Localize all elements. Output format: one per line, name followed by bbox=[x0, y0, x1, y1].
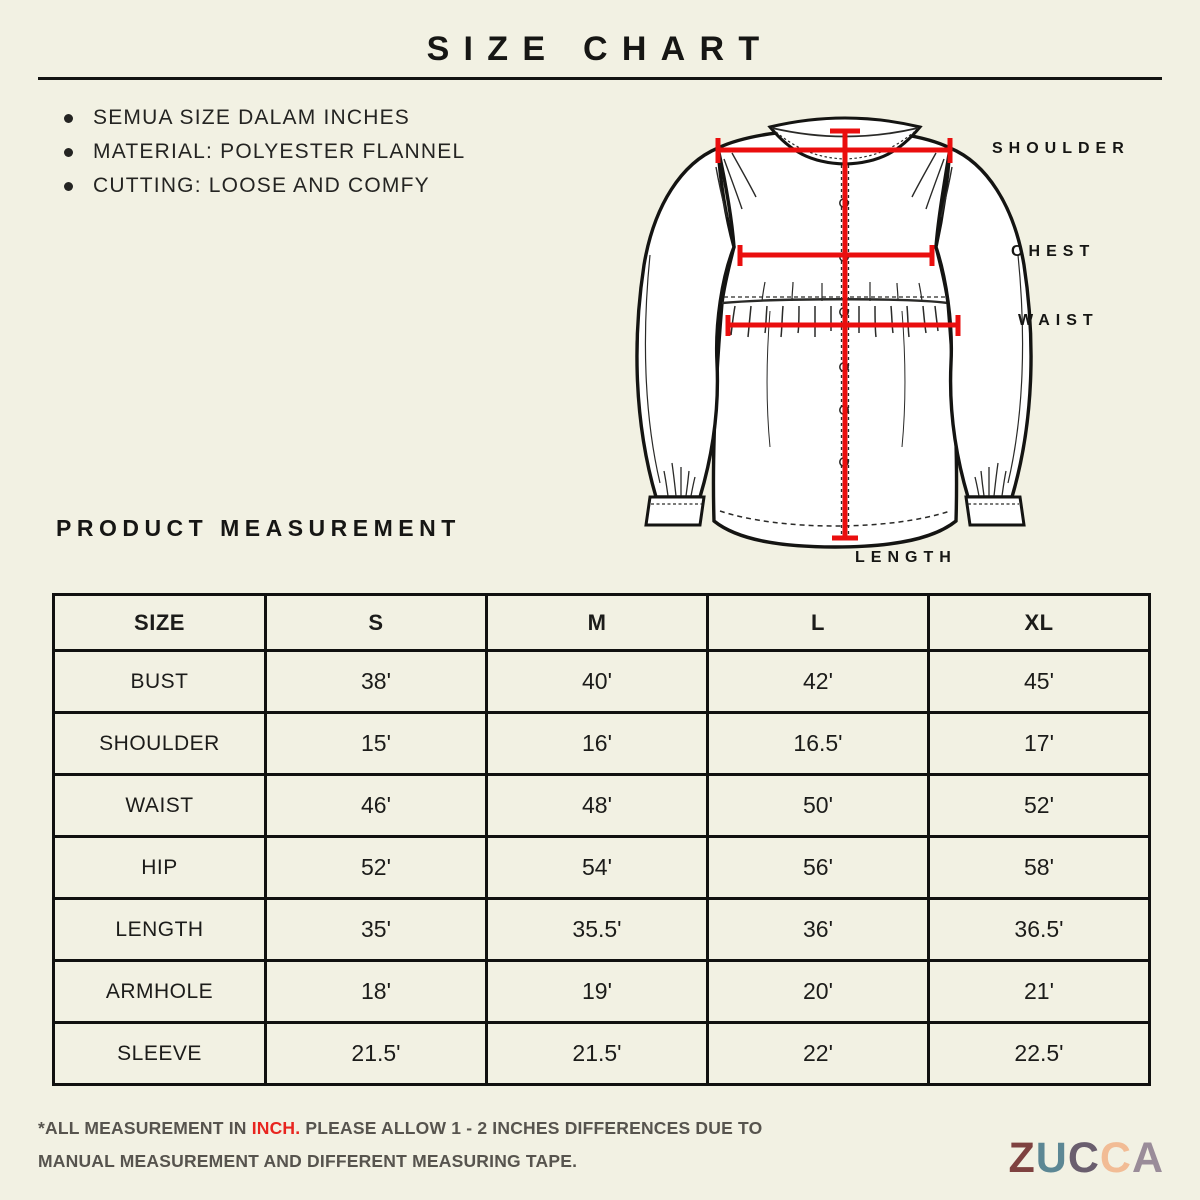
table-row: BUST 38' 40' 42' 45' bbox=[52, 649, 1151, 714]
row-label: SLEEVE bbox=[52, 1021, 267, 1086]
table-row: SLEEVE 21.5' 21.5' 22' 22.5' bbox=[52, 1021, 1151, 1086]
measurement-value: 18' bbox=[264, 959, 488, 1024]
measurement-value: 16' bbox=[485, 711, 709, 776]
measurement-value: 36.5' bbox=[927, 897, 1151, 962]
measurement-value: 22' bbox=[706, 1021, 930, 1086]
title-divider bbox=[38, 77, 1162, 80]
measurement-table: SIZE S M L XL BUST 38' 40' 42' 45' SHOULDER 15' 16'… bbox=[52, 593, 1151, 1086]
measurement-value: 21.5' bbox=[485, 1021, 709, 1086]
note-text: SEMUA SIZE DALAM INCHES bbox=[93, 106, 410, 129]
table-row: SHOULDER 15' 16' 16.5' 17' bbox=[52, 711, 1151, 776]
measurement-value: 36' bbox=[706, 897, 930, 962]
measurement-value: 52' bbox=[264, 835, 488, 900]
row-label: SHOULDER bbox=[52, 711, 267, 776]
measurement-value: 35.5' bbox=[485, 897, 709, 962]
bullet-icon bbox=[64, 147, 73, 157]
measurement-disclaimer: *ALL MEASUREMENT IN INCH. PLEASE ALLOW 1… bbox=[38, 1112, 838, 1178]
measurement-value: 35' bbox=[264, 897, 488, 962]
measurement-value: 58' bbox=[927, 835, 1151, 900]
note-text: CUTTING: LOOSE AND COMFY bbox=[93, 174, 430, 197]
blouse-body-outline bbox=[711, 127, 959, 549]
note-text: MATERIAL: POLYESTER FLANNEL bbox=[93, 140, 466, 163]
measurement-value: 19' bbox=[485, 959, 709, 1024]
measurement-value: 52' bbox=[927, 773, 1151, 838]
shoulder-measure-line bbox=[715, 138, 953, 163]
row-label: HIP bbox=[52, 835, 267, 900]
table-header-row: SIZE S M L XL bbox=[52, 593, 1151, 652]
chest-measure-line bbox=[737, 245, 935, 266]
right-cuff bbox=[964, 495, 1026, 527]
row-label: ARMHOLE bbox=[52, 959, 267, 1024]
table-row: HIP 52' 54' 56' 58' bbox=[52, 835, 1151, 900]
column-header: S bbox=[264, 593, 488, 652]
section-title: PRODUCT MEASUREMENT bbox=[56, 515, 461, 541]
disclaimer-prefix: *ALL MEASUREMENT IN bbox=[38, 1118, 252, 1138]
measurement-value: 56' bbox=[706, 835, 930, 900]
measurement-value: 46' bbox=[264, 773, 488, 838]
measurement-value: 48' bbox=[485, 773, 709, 838]
length-label: LENGTH bbox=[855, 549, 957, 566]
measurement-value: 16.5' bbox=[706, 711, 930, 776]
measurement-value: 50' bbox=[706, 773, 930, 838]
measurement-value: 42' bbox=[706, 649, 930, 714]
measurement-value: 54' bbox=[485, 835, 709, 900]
left-sleeve bbox=[635, 145, 736, 499]
length-measure-line bbox=[830, 128, 860, 541]
row-label: WAIST bbox=[52, 773, 267, 838]
measurement-value: 40' bbox=[485, 649, 709, 714]
brand-letter: C bbox=[1099, 1134, 1132, 1182]
brand-letter: U bbox=[1035, 1134, 1068, 1182]
measurement-value: 20' bbox=[706, 959, 930, 1024]
right-sleeve bbox=[934, 145, 1033, 499]
product-notes-list: SEMUA SIZE DALAM INCHES MATERIAL: POLYES… bbox=[64, 101, 465, 203]
disclaimer-highlight: INCH. bbox=[251, 1118, 301, 1138]
bullet-icon bbox=[64, 181, 73, 191]
measurement-value: 45' bbox=[927, 649, 1151, 714]
row-label: LENGTH bbox=[52, 897, 267, 962]
column-header: SIZE bbox=[52, 593, 267, 652]
note-item: CUTTING: LOOSE AND COMFY bbox=[64, 169, 465, 203]
shoulder-gathers bbox=[715, 152, 953, 218]
page-title: SIZE CHART bbox=[426, 30, 774, 68]
measurement-value: 22.5' bbox=[927, 1021, 1151, 1086]
note-item: MATERIAL: POLYESTER FLANNEL bbox=[64, 135, 465, 169]
cuff-gathers bbox=[663, 462, 1007, 497]
left-cuff bbox=[644, 495, 706, 527]
column-header: XL bbox=[927, 593, 1151, 652]
column-header: L bbox=[706, 593, 930, 652]
bullet-icon bbox=[64, 113, 73, 123]
brand-logo: ZUCCA bbox=[1008, 1134, 1164, 1183]
chest-label: CHEST bbox=[1011, 243, 1096, 260]
measurement-value: 15' bbox=[264, 711, 488, 776]
brand-letter: C bbox=[1067, 1134, 1100, 1182]
measurement-value: 21' bbox=[927, 959, 1151, 1024]
brand-letter: A bbox=[1131, 1134, 1164, 1182]
shoulder-label: SHOULDER bbox=[992, 140, 1130, 157]
measurement-value: 17' bbox=[927, 711, 1151, 776]
garment-diagram bbox=[635, 116, 1033, 549]
placket bbox=[840, 165, 850, 543]
disclaimer-suffix: PLEASE ALLOW 1 - 2 INCHES DIFFERENCES DU… bbox=[38, 1118, 763, 1171]
row-label: BUST bbox=[52, 649, 267, 714]
measurement-value: 38' bbox=[264, 649, 488, 714]
column-header: M bbox=[485, 593, 709, 652]
table-row: LENGTH 35' 35.5' 36' 36.5' bbox=[52, 897, 1151, 962]
table-row: ARMHOLE 18' 19' 20' 21' bbox=[52, 959, 1151, 1024]
measurement-value: 21.5' bbox=[264, 1021, 488, 1086]
note-item: SEMUA SIZE DALAM INCHES bbox=[64, 101, 465, 135]
waist-label: WAIST bbox=[1018, 312, 1099, 329]
brand-letter: Z bbox=[1008, 1134, 1036, 1182]
table-row: WAIST 46' 48' 50' 52' bbox=[52, 773, 1151, 838]
